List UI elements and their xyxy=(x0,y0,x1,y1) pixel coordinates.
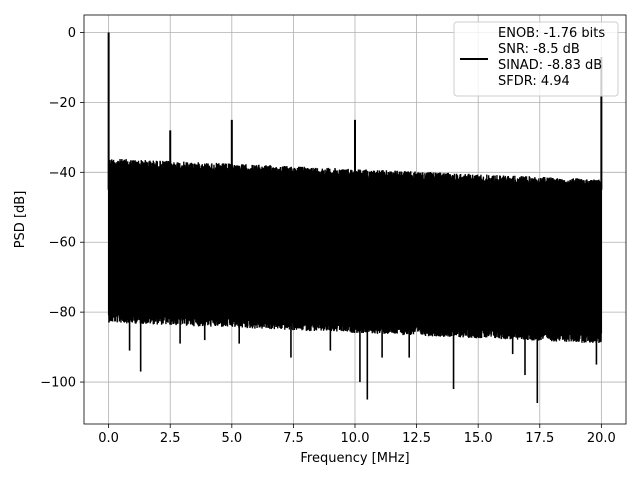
x-tick-label: 12.5 xyxy=(402,431,431,446)
legend-snr: SNR: -8.5 dB xyxy=(498,42,580,57)
psd-noise-band xyxy=(108,168,602,313)
x-tick-label: 0.0 xyxy=(98,431,119,446)
x-tick-label: 20.0 xyxy=(587,431,616,446)
legend-enob: ENOB: -1.76 bits xyxy=(498,26,605,41)
y-tick-label: −100 xyxy=(40,376,76,391)
x-tick-label: 5.0 xyxy=(221,431,242,446)
legend-sinad: SINAD: -8.83 dB xyxy=(498,58,602,73)
x-axis-label: Frequency [MHz] xyxy=(300,451,409,466)
y-tick-label: −80 xyxy=(49,306,76,321)
data-layer xyxy=(107,32,603,404)
y-tick-label: −60 xyxy=(49,236,76,251)
tick-layer: 0.0 2.5 5.0 7.5 10.0 12.5 15.0 17.5 20.0 0 −20 −40 −… xyxy=(40,26,616,446)
legend: ENOB: -1.76 bits SNR: -8.5 dB SINAD: -8.… xyxy=(453,21,619,97)
x-tick-label: 7.5 xyxy=(283,431,304,446)
legend-box xyxy=(453,21,619,97)
x-tick-label: 17.5 xyxy=(525,431,554,446)
y-tick-label: −20 xyxy=(49,96,76,111)
y-tick-label: −40 xyxy=(49,166,76,181)
y-axis-label: PSD [dB] xyxy=(13,191,28,249)
x-tick-label: 10.0 xyxy=(341,431,370,446)
legend-sfdr: SFDR: 4.94 xyxy=(498,74,570,89)
y-tick-label: 0 xyxy=(68,26,76,41)
x-tick-label: 2.5 xyxy=(160,431,181,446)
x-tick-label: 15.0 xyxy=(464,431,493,446)
